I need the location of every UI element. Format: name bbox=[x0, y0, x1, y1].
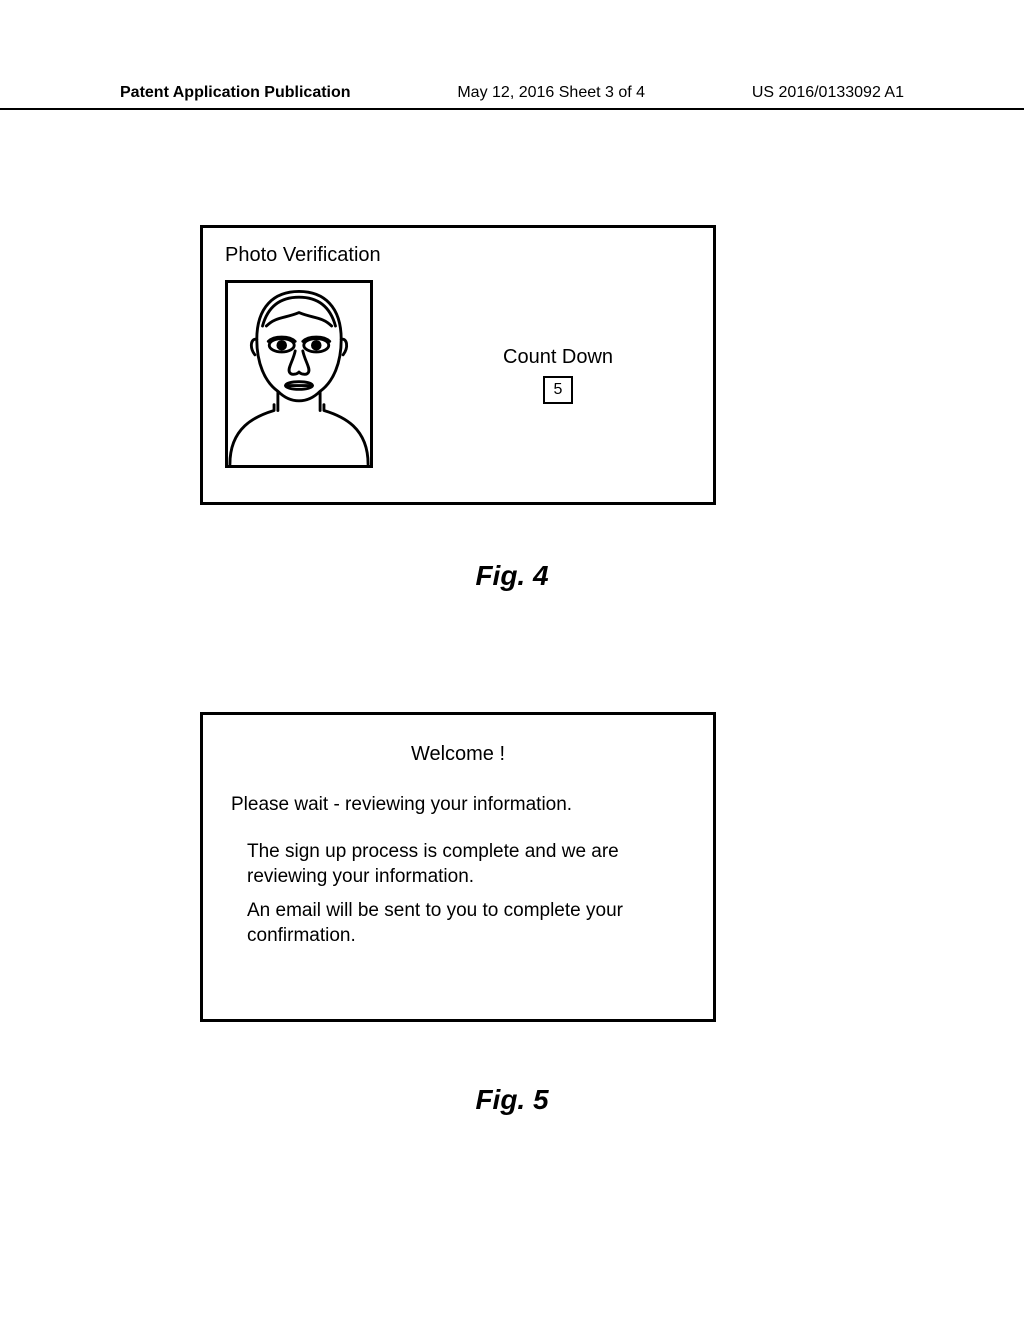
countdown-value-box: 5 bbox=[543, 376, 573, 404]
figure-5-panel: Welcome ! Please wait - reviewing your i… bbox=[200, 712, 716, 1022]
countdown-label: Count Down bbox=[503, 346, 613, 369]
photo-frame bbox=[225, 280, 373, 468]
photo-verification-title: Photo Verification bbox=[225, 244, 381, 267]
page-header: Patent Application Publication May 12, 2… bbox=[0, 84, 1024, 110]
header-right-text: US 2016/0133092 A1 bbox=[752, 84, 904, 102]
header-center-text: May 12, 2016 Sheet 3 of 4 bbox=[457, 84, 645, 102]
signup-complete-text: The sign up process is complete and we a… bbox=[237, 840, 679, 889]
header-left-text: Patent Application Publication bbox=[120, 84, 351, 102]
face-icon bbox=[228, 283, 370, 465]
figure-4-panel: Photo Verification bbox=[200, 225, 716, 505]
countdown-value: 5 bbox=[554, 381, 563, 399]
figure-5-caption: Fig. 5 bbox=[0, 1084, 1024, 1116]
welcome-heading: Welcome ! bbox=[237, 743, 679, 766]
please-wait-text: Please wait - reviewing your information… bbox=[231, 794, 679, 816]
figure-4-caption: Fig. 4 bbox=[0, 560, 1024, 592]
email-confirmation-text: An email will be sent to you to complete… bbox=[237, 899, 679, 948]
